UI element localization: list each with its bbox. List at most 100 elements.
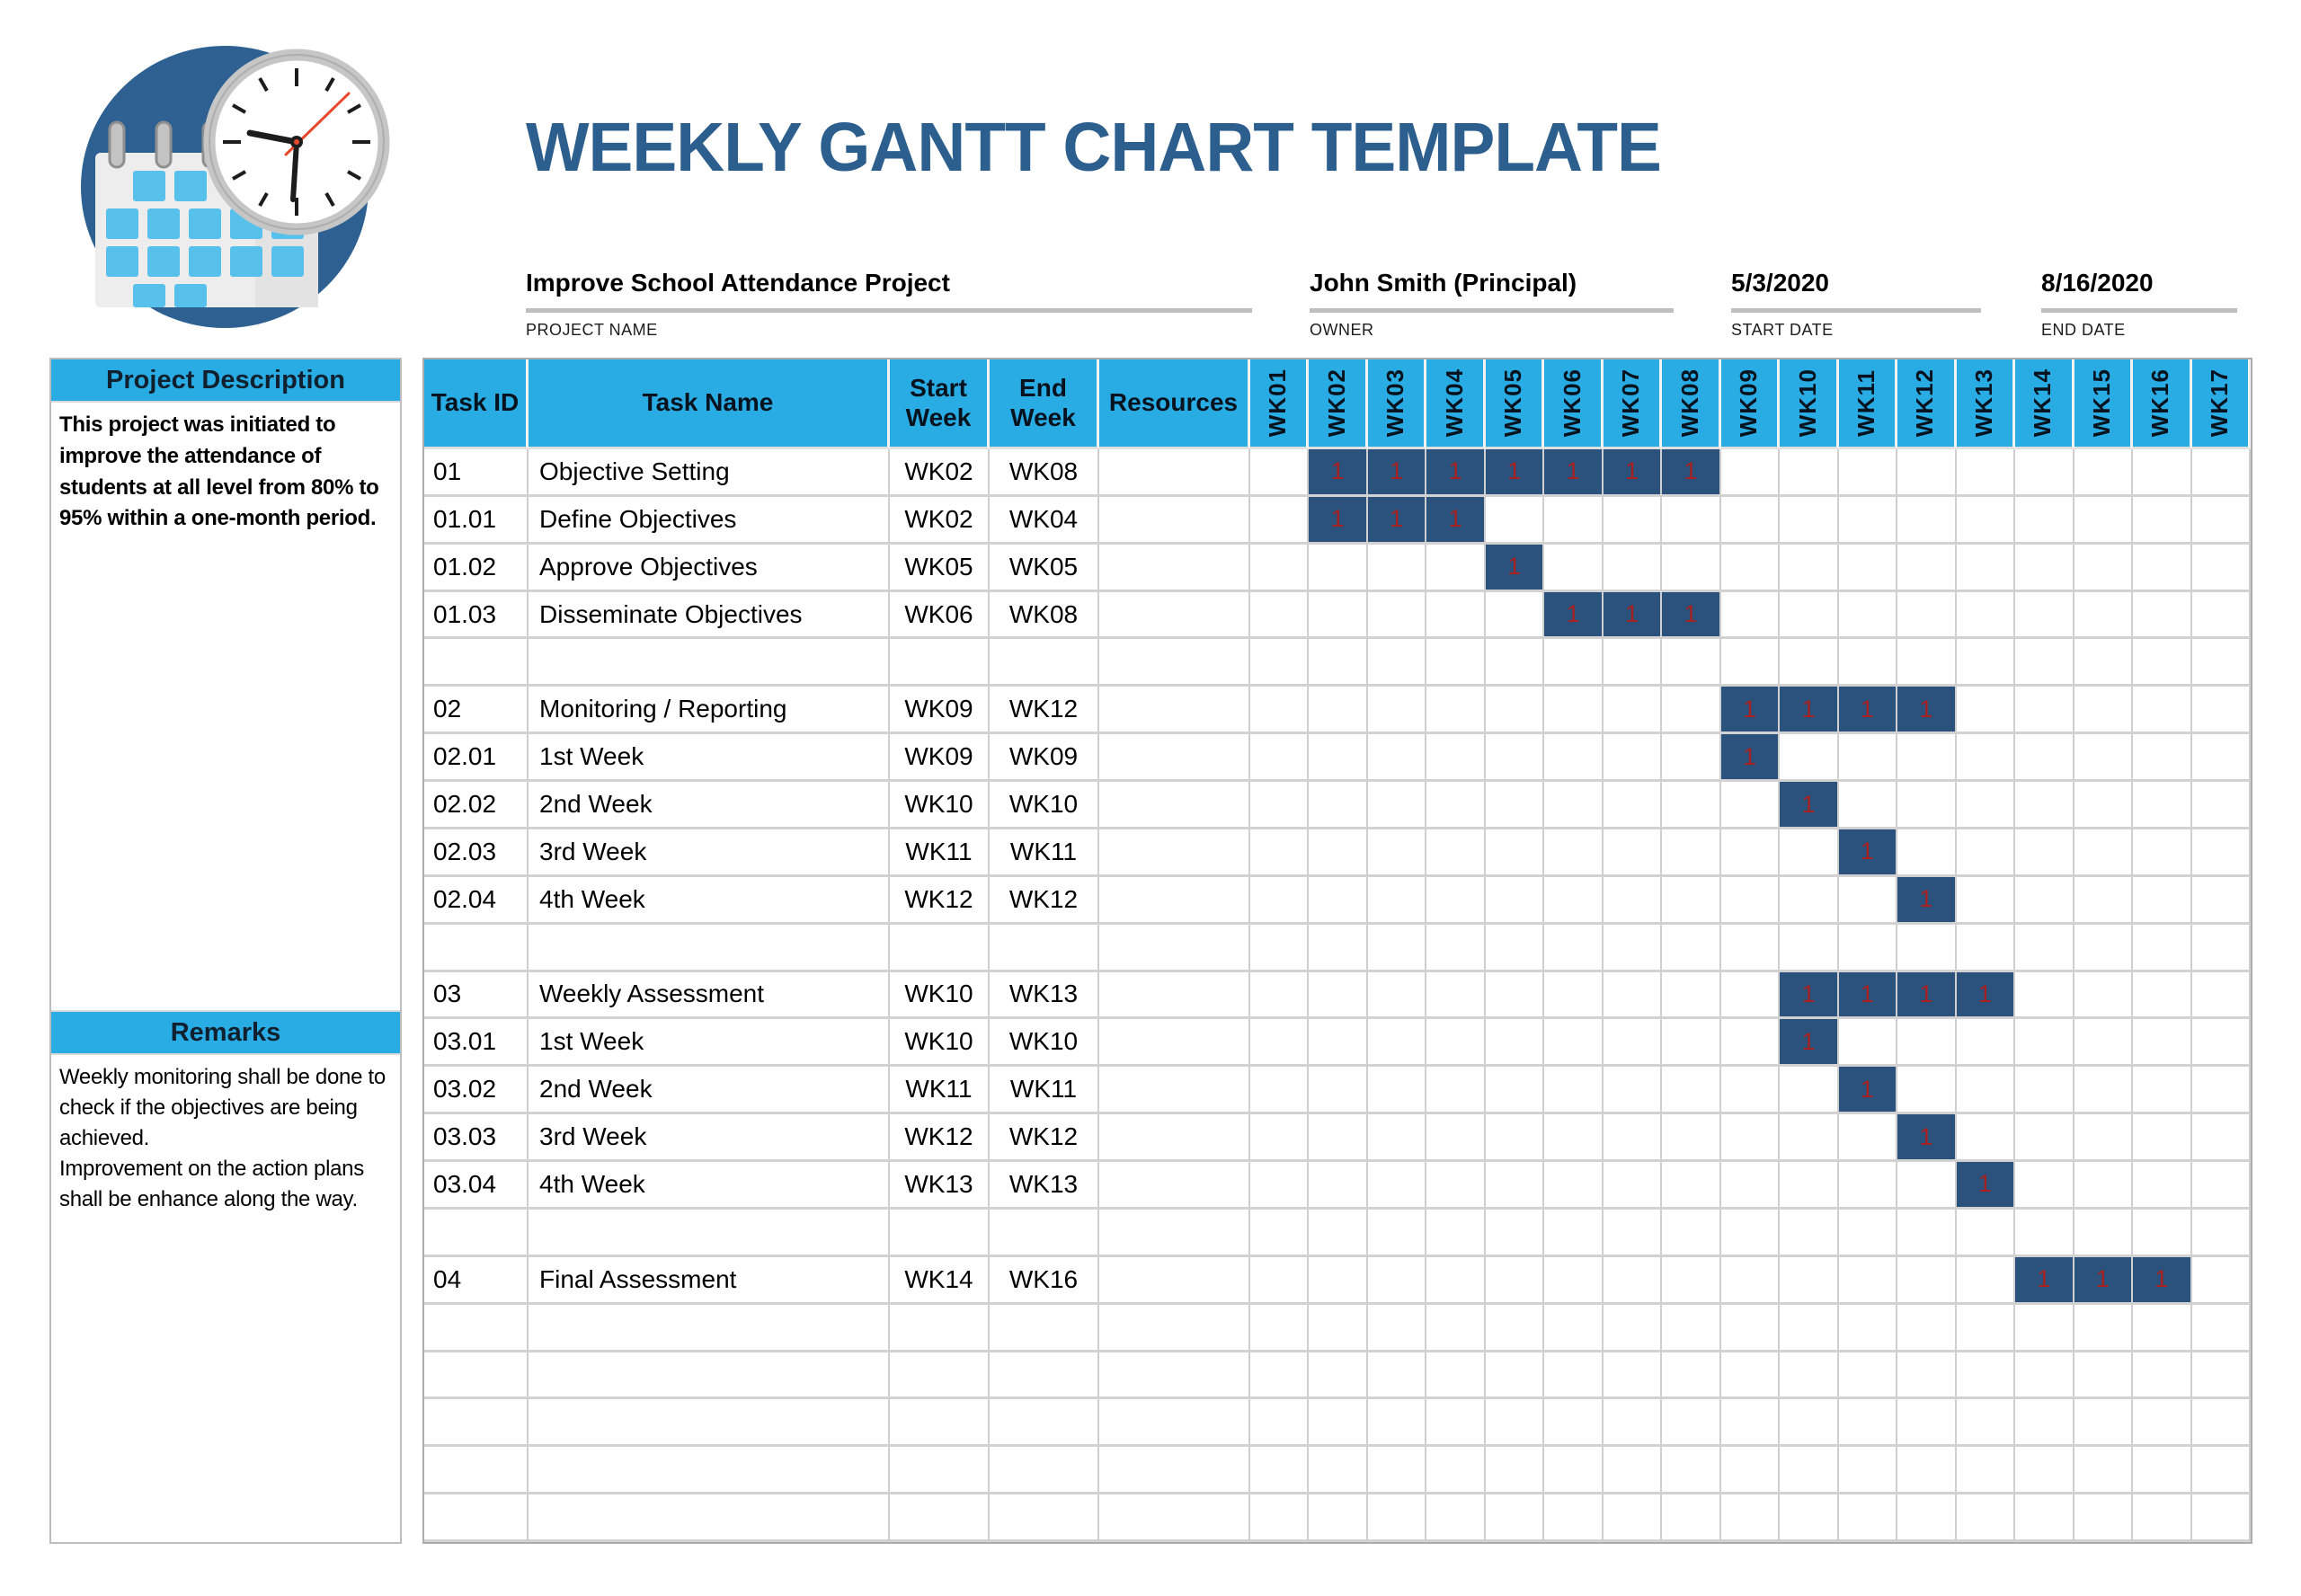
project-description-text[interactable]: This project was initiated to improve th… (59, 412, 379, 531)
gantt-cell[interactable] (2074, 1352, 2134, 1400)
gantt-cell[interactable] (1367, 971, 1427, 1020)
gantt-cell[interactable] (1838, 1399, 1898, 1448)
resources-cell[interactable] (1099, 924, 1250, 972)
gantt-cell[interactable] (1309, 829, 1368, 877)
gantt-cell[interactable] (1603, 734, 1663, 783)
gantt-cell[interactable] (1544, 1209, 1604, 1257)
owner-value[interactable]: John Smith (Principal) (1310, 269, 1674, 313)
end-week-cell[interactable]: WK08 (990, 449, 1099, 497)
gantt-cell[interactable] (1897, 734, 1957, 783)
task-name-cell[interactable] (529, 924, 890, 972)
gantt-cell[interactable] (2133, 591, 2192, 640)
task-name-cell[interactable]: 3rd Week (529, 829, 890, 877)
end-date-value[interactable]: 8/16/2020 (2041, 269, 2237, 313)
gantt-cell[interactable] (2133, 1162, 2192, 1210)
gantt-cell[interactable] (1603, 1162, 1663, 1210)
gantt-cell[interactable] (1603, 639, 1663, 687)
end-week-cell[interactable] (990, 639, 1099, 687)
gantt-cell[interactable] (1956, 687, 2016, 735)
gantt-bar-cell[interactable]: 1 (1485, 544, 1545, 592)
task-id-cell[interactable] (424, 1399, 529, 1448)
start-week-cell[interactable]: WK06 (890, 591, 990, 640)
gantt-cell[interactable] (1956, 496, 2016, 545)
gantt-cell[interactable] (2015, 1162, 2074, 1210)
gantt-cell[interactable] (2074, 1162, 2134, 1210)
gantt-cell[interactable] (1426, 734, 1486, 783)
task-name-cell[interactable]: 2nd Week (529, 782, 890, 829)
gantt-cell[interactable] (1838, 1162, 1898, 1210)
gantt-cell[interactable] (2191, 971, 2251, 1020)
start-week-cell[interactable] (890, 1304, 990, 1352)
gantt-cell[interactable] (1485, 971, 1545, 1020)
gantt-cell[interactable] (1544, 971, 1604, 1020)
task-name-cell[interactable]: Disseminate Objectives (529, 591, 890, 640)
gantt-bar-cell[interactable]: 1 (1544, 591, 1604, 640)
gantt-cell[interactable] (1780, 496, 1839, 545)
resources-cell[interactable] (1099, 496, 1250, 545)
gantt-cell[interactable] (1250, 1399, 1310, 1448)
start-week-cell[interactable]: WK02 (890, 496, 990, 545)
gantt-cell[interactable] (2191, 449, 2251, 497)
gantt-cell[interactable] (2133, 1114, 2192, 1163)
gantt-cell[interactable] (1426, 687, 1486, 735)
gantt-cell[interactable] (1367, 924, 1427, 972)
gantt-cell[interactable] (1956, 1494, 2016, 1542)
gantt-cell[interactable] (1720, 1447, 1781, 1495)
start-week-cell[interactable] (890, 1447, 990, 1495)
gantt-cell[interactable] (2015, 1019, 2074, 1068)
gantt-cell[interactable] (1897, 1494, 1957, 1542)
gantt-cell[interactable] (1250, 544, 1310, 592)
task-id-cell[interactable]: 03 (424, 971, 529, 1020)
gantt-cell[interactable] (1838, 1114, 1898, 1163)
gantt-cell[interactable] (1720, 1399, 1781, 1448)
gantt-cell[interactable] (1956, 924, 2016, 972)
gantt-cell[interactable] (1956, 1352, 2016, 1400)
gantt-cell[interactable] (1367, 829, 1427, 877)
gantt-cell[interactable] (1485, 1067, 1545, 1115)
task-name-cell[interactable] (529, 1209, 890, 1257)
gantt-cell[interactable] (2015, 1447, 2074, 1495)
task-name-cell[interactable]: 3rd Week (529, 1114, 890, 1163)
gantt-cell[interactable] (2074, 1067, 2134, 1115)
gantt-cell[interactable] (1662, 687, 1721, 735)
gantt-cell[interactable] (2191, 1352, 2251, 1400)
gantt-cell[interactable] (1250, 924, 1310, 972)
gantt-cell[interactable] (1250, 687, 1310, 735)
gantt-cell[interactable] (1662, 1447, 1721, 1495)
end-week-cell[interactable]: WK16 (990, 1256, 1099, 1305)
gantt-cell[interactable] (1662, 1494, 1721, 1542)
gantt-cell[interactable] (1426, 1256, 1486, 1305)
start-week-cell[interactable]: WK12 (890, 1114, 990, 1163)
gantt-cell[interactable] (2015, 829, 2074, 877)
gantt-cell[interactable] (1956, 782, 2016, 829)
resources-cell[interactable] (1099, 591, 1250, 640)
task-id-cell[interactable] (424, 1209, 529, 1257)
gantt-cell[interactable] (1485, 782, 1545, 829)
gantt-cell[interactable] (1250, 1019, 1310, 1068)
task-id-cell[interactable] (424, 1304, 529, 1352)
gantt-cell[interactable] (1309, 544, 1368, 592)
task-name-cell[interactable] (529, 1399, 890, 1448)
resources-cell[interactable] (1099, 971, 1250, 1020)
gantt-cell[interactable] (1780, 1256, 1839, 1305)
gantt-cell[interactable] (2191, 734, 2251, 783)
gantt-cell[interactable] (1250, 734, 1310, 783)
task-name-cell[interactable]: Define Objectives (529, 496, 890, 545)
gantt-cell[interactable] (1485, 496, 1545, 545)
gantt-cell[interactable] (1250, 1256, 1310, 1305)
gantt-cell[interactable] (1662, 782, 1721, 829)
gantt-cell[interactable] (1309, 734, 1368, 783)
gantt-cell[interactable] (1544, 496, 1604, 545)
gantt-cell[interactable] (1720, 782, 1781, 829)
gantt-cell[interactable] (1662, 496, 1721, 545)
gantt-cell[interactable] (1603, 496, 1663, 545)
gantt-cell[interactable] (1897, 1352, 1957, 1400)
gantt-cell[interactable] (2074, 1399, 2134, 1448)
gantt-cell[interactable] (2015, 1352, 2074, 1400)
end-week-cell[interactable]: WK08 (990, 591, 1099, 640)
gantt-cell[interactable] (2133, 782, 2192, 829)
gantt-cell[interactable] (1544, 734, 1604, 783)
gantt-cell[interactable] (2074, 1209, 2134, 1257)
resources-cell[interactable] (1099, 1019, 1250, 1068)
gantt-cell[interactable] (1720, 924, 1781, 972)
